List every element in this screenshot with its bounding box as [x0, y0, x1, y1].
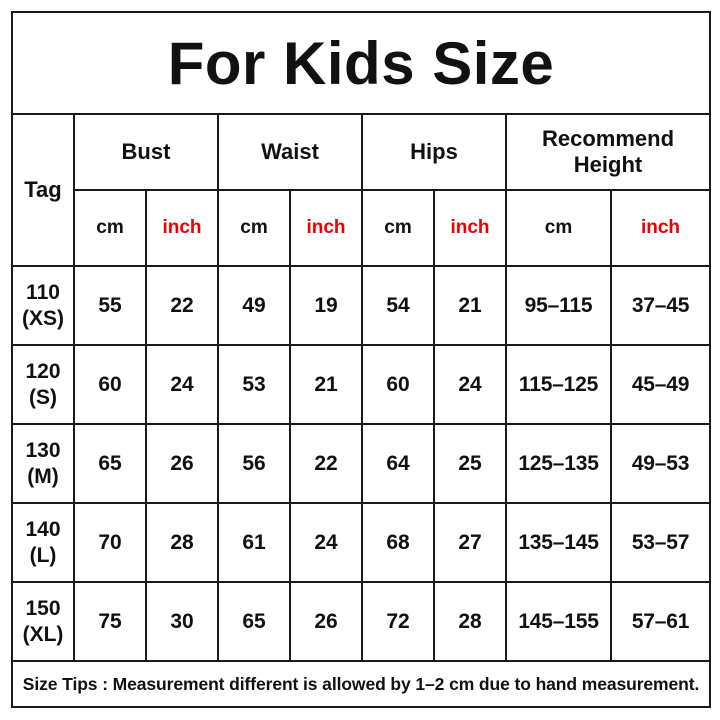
row-tag-number: 140 [25, 517, 61, 541]
cell-bust-cm: 75 [73, 581, 147, 662]
cell-waist-cm: 56 [217, 423, 291, 504]
cell-hips-cm: 60 [361, 344, 435, 425]
header-unit-hips-cm: cm [361, 189, 435, 267]
header-unit-row: cm inch cm inch cm inch cm inch [12, 189, 712, 267]
cell-hips-inch: 28 [433, 581, 507, 662]
cell-hips-inch: 21 [433, 265, 507, 346]
table-row: 110 (XS) 55 22 49 19 54 21 95–115 37–45 [11, 265, 712, 346]
header-unit-hips-inch: inch [433, 189, 507, 267]
row-tag: 130 (M) [11, 423, 75, 504]
table-row: 150 (XL) 75 30 65 26 72 28 145–155 57–61 [11, 581, 712, 662]
row-tag-size: (XL) [22, 622, 64, 646]
row-tag-number: 130 [25, 438, 61, 462]
header-group-recommend-height: Recommend Height [504, 113, 712, 191]
header-unit-height-cm: cm [505, 189, 612, 267]
row-tag-size: (S) [29, 385, 57, 409]
page-title: For Kids Size [10, 11, 712, 115]
cell-waist-inch: 24 [289, 502, 363, 583]
cell-hips-inch: 25 [433, 423, 507, 504]
size-tips-note: Size Tips : Measurement different is all… [10, 660, 712, 708]
header-group-bust: Bust [73, 113, 219, 191]
cell-hips-cm: 68 [361, 502, 435, 583]
cell-height-cm: 115–125 [505, 344, 612, 425]
cell-waist-inch: 19 [289, 265, 363, 346]
cell-bust-inch: 30 [145, 581, 219, 662]
table-row: 120 (S) 60 24 53 21 60 24 115–125 45–49 [11, 344, 712, 425]
header-unit-bust-inch: inch [145, 189, 219, 267]
row-tag-size: (L) [29, 543, 57, 567]
row-tag: 150 (XL) [11, 581, 75, 662]
cell-bust-inch: 22 [145, 265, 219, 346]
table-row: 130 (M) 65 26 56 22 64 25 125–135 49–53 [11, 423, 712, 504]
cell-bust-cm: 65 [73, 423, 147, 504]
cell-height-inch: 37–45 [609, 265, 712, 346]
cell-waist-cm: 65 [217, 581, 291, 662]
cell-hips-cm: 72 [361, 581, 435, 662]
cell-bust-inch: 26 [145, 423, 219, 504]
cell-waist-inch: 26 [289, 581, 363, 662]
row-tag-number: 150 [25, 596, 61, 620]
cell-hips-inch: 24 [433, 344, 507, 425]
row-tag-size: (M) [27, 464, 59, 488]
cell-height-cm: 95–115 [505, 265, 612, 346]
row-tag-number: 120 [25, 359, 61, 383]
row-tag: 140 (L) [11, 502, 75, 583]
header-group-hips: Hips [361, 113, 507, 191]
footer-row: Size Tips : Measurement different is all… [10, 660, 712, 708]
cell-waist-cm: 53 [217, 344, 291, 425]
cell-waist-cm: 49 [217, 265, 291, 346]
cell-height-inch: 49–53 [609, 423, 712, 504]
header-unit-waist-inch: inch [289, 189, 363, 267]
row-tag: 120 (S) [11, 344, 75, 425]
cell-hips-cm: 64 [361, 423, 435, 504]
cell-bust-inch: 28 [145, 502, 219, 583]
cell-height-inch: 45–49 [609, 344, 712, 425]
row-tag-number: 110 [26, 280, 60, 304]
cell-bust-cm: 60 [73, 344, 147, 425]
cell-waist-inch: 21 [289, 344, 363, 425]
header-unit-waist-cm: cm [217, 189, 291, 267]
cell-height-inch: 53–57 [609, 502, 712, 583]
header-tag: Tag [11, 113, 75, 267]
cell-waist-cm: 61 [217, 502, 291, 583]
cell-bust-cm: 55 [73, 265, 147, 346]
table-row: 140 (L) 70 28 61 24 68 27 135–145 53–57 [11, 502, 712, 583]
cell-height-inch: 57–61 [609, 581, 712, 662]
cell-hips-cm: 54 [361, 265, 435, 346]
header-group-waist: Waist [217, 113, 363, 191]
row-tag: 110 (XS) [11, 265, 75, 346]
title-row: For Kids Size [10, 11, 712, 115]
cell-waist-inch: 22 [289, 423, 363, 504]
row-tag-size: (XS) [22, 306, 64, 330]
cell-height-cm: 145–155 [505, 581, 612, 662]
cell-hips-inch: 27 [433, 502, 507, 583]
cell-height-cm: 125–135 [505, 423, 612, 504]
cell-height-cm: 135–145 [505, 502, 612, 583]
header-group-row: Tag Bust Waist Hips Recommend Height [11, 113, 712, 267]
header-unit-bust-cm: cm [73, 189, 147, 267]
size-chart-table: For Kids Size Tag Bust Waist Hips Recomm… [10, 11, 712, 708]
header-unit-height-inch: inch [609, 189, 712, 267]
cell-bust-inch: 24 [145, 344, 219, 425]
cell-bust-cm: 70 [73, 502, 147, 583]
